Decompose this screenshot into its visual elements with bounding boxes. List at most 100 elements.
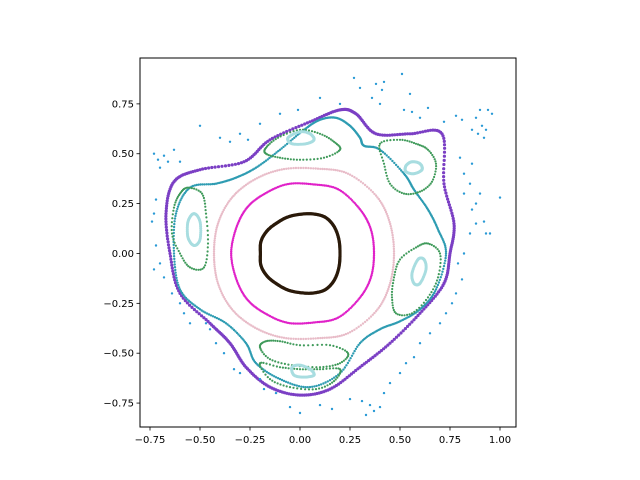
- data-point-7-37: [428, 184, 431, 187]
- data-point-4-171: [273, 152, 276, 156]
- data-point-3-302: [345, 375, 349, 380]
- data-point-3-29: [442, 178, 446, 182]
- data-point-2-172: [261, 330, 264, 333]
- data-point-2-212: [351, 329, 354, 333]
- data-point-16-28: [278, 112, 282, 116]
- data-point-3-63: [390, 133, 394, 137]
- data-point-1-10: [371, 234, 374, 237]
- data-point-4-434: [434, 288, 438, 291]
- data-point-2-63: [299, 166, 303, 170]
- data-point-2-168: [253, 326, 257, 329]
- data-point-10-55: [281, 366, 284, 369]
- data-point-1-116: [233, 233, 236, 236]
- data-point-6-11: [289, 131, 292, 134]
- data-point-8-61: [391, 301, 394, 304]
- data-point-2-29: [373, 192, 376, 196]
- data-point-16-67: [360, 399, 364, 403]
- data-point-4-167: [280, 147, 283, 150]
- data-point-8-17: [420, 243, 423, 246]
- data-point-1-248: [372, 259, 375, 262]
- data-point-4-278: [195, 305, 198, 309]
- data-point-4-361: [333, 376, 336, 379]
- data-point-2-185: [289, 337, 293, 340]
- data-point-16-76: [412, 356, 416, 359]
- data-point-16-49: [170, 292, 174, 295]
- data-point-2-66: [292, 166, 295, 170]
- data-point-3-201: [170, 266, 174, 270]
- data-point-2-57: [314, 167, 317, 170]
- data-point-3-333: [412, 318, 416, 322]
- data-point-2-182: [282, 336, 286, 339]
- data-point-7-53: [394, 188, 397, 191]
- data-point-5-47: [172, 238, 175, 241]
- data-point-2-99: [229, 198, 232, 201]
- data-point-7-31: [434, 170, 437, 173]
- data-point-1-119: [231, 239, 234, 242]
- data-point-8-11: [407, 250, 410, 253]
- data-point-1-120: [231, 240, 234, 244]
- data-point-9-59: [272, 339, 275, 342]
- data-point-16-21: [482, 136, 486, 139]
- data-point-3-49: [426, 129, 430, 133]
- data-point-4-345: [297, 385, 301, 388]
- data-point-2-191: [304, 337, 308, 341]
- data-point-2-160: [239, 316, 243, 320]
- data-point-9-58: [274, 339, 277, 342]
- data-point-5-39: [182, 259, 185, 262]
- data-point-3-177: [165, 199, 169, 203]
- data-point-3-26: [443, 188, 447, 192]
- x-tick-label-5: 0.50: [389, 435, 411, 446]
- data-point-1-126: [230, 252, 233, 255]
- data-point-9-57: [276, 339, 279, 343]
- data-point-6-44: [316, 157, 319, 160]
- data-point-3-31: [442, 171, 446, 175]
- data-point-3-51: [421, 130, 425, 134]
- y-tick-label-0: −0.75: [103, 399, 134, 410]
- data-point-4-375: [354, 347, 358, 351]
- data-point-3-176: [166, 196, 170, 200]
- data-point-3-196: [168, 251, 172, 256]
- data-point-4-300: [234, 330, 237, 333]
- data-point-5-3: [193, 187, 196, 190]
- data-point-3-320: [384, 345, 388, 349]
- data-point-2-204: [334, 335, 337, 339]
- data-point-2-235: [386, 289, 389, 293]
- data-point-4-301: [235, 331, 239, 335]
- data-point-3-189: [165, 231, 169, 235]
- data-point-1-246: [372, 263, 375, 266]
- data-point-1-189: [299, 322, 303, 325]
- data-point-2-127: [212, 254, 216, 257]
- data-point-2-35: [361, 182, 365, 185]
- data-point-9-48: [302, 344, 305, 347]
- data-point-7-38: [426, 185, 429, 188]
- data-point-10-51: [293, 367, 296, 370]
- data-point-5-48: [171, 235, 174, 238]
- data-point-7-4: [389, 139, 392, 142]
- data-point-8-20: [425, 242, 428, 245]
- data-point-2-6: [392, 238, 395, 241]
- data-point-16-70: [364, 413, 368, 417]
- data-point-4-303: [238, 334, 241, 338]
- data-point-3-125: [270, 136, 274, 140]
- data-point-7-30: [434, 167, 438, 170]
- data-point-10-60: [265, 362, 268, 365]
- data-point-3-114: [303, 122, 307, 126]
- data-point-7-51: [398, 190, 401, 193]
- data-point-1-35: [347, 196, 351, 199]
- data-point-3-335: [416, 313, 420, 318]
- data-point-4-351: [311, 385, 314, 388]
- series-2: [212, 166, 396, 341]
- data-point-4-168: [278, 148, 282, 151]
- data-point-7-50: [400, 191, 403, 194]
- data-point-2-22: [382, 205, 385, 208]
- data-point-2-153: [229, 306, 232, 309]
- data-point-8-62: [391, 298, 394, 302]
- data-point-16-62: [288, 405, 292, 409]
- data-point-4-177: [263, 160, 266, 164]
- data-point-4-164: [285, 142, 289, 146]
- y-tick-label-4: 0.25: [112, 199, 134, 210]
- data-point-2-64: [297, 166, 300, 170]
- data-point-6-52: [289, 158, 292, 161]
- data-point-8-45: [420, 304, 423, 307]
- data-point-4-63: [391, 159, 394, 163]
